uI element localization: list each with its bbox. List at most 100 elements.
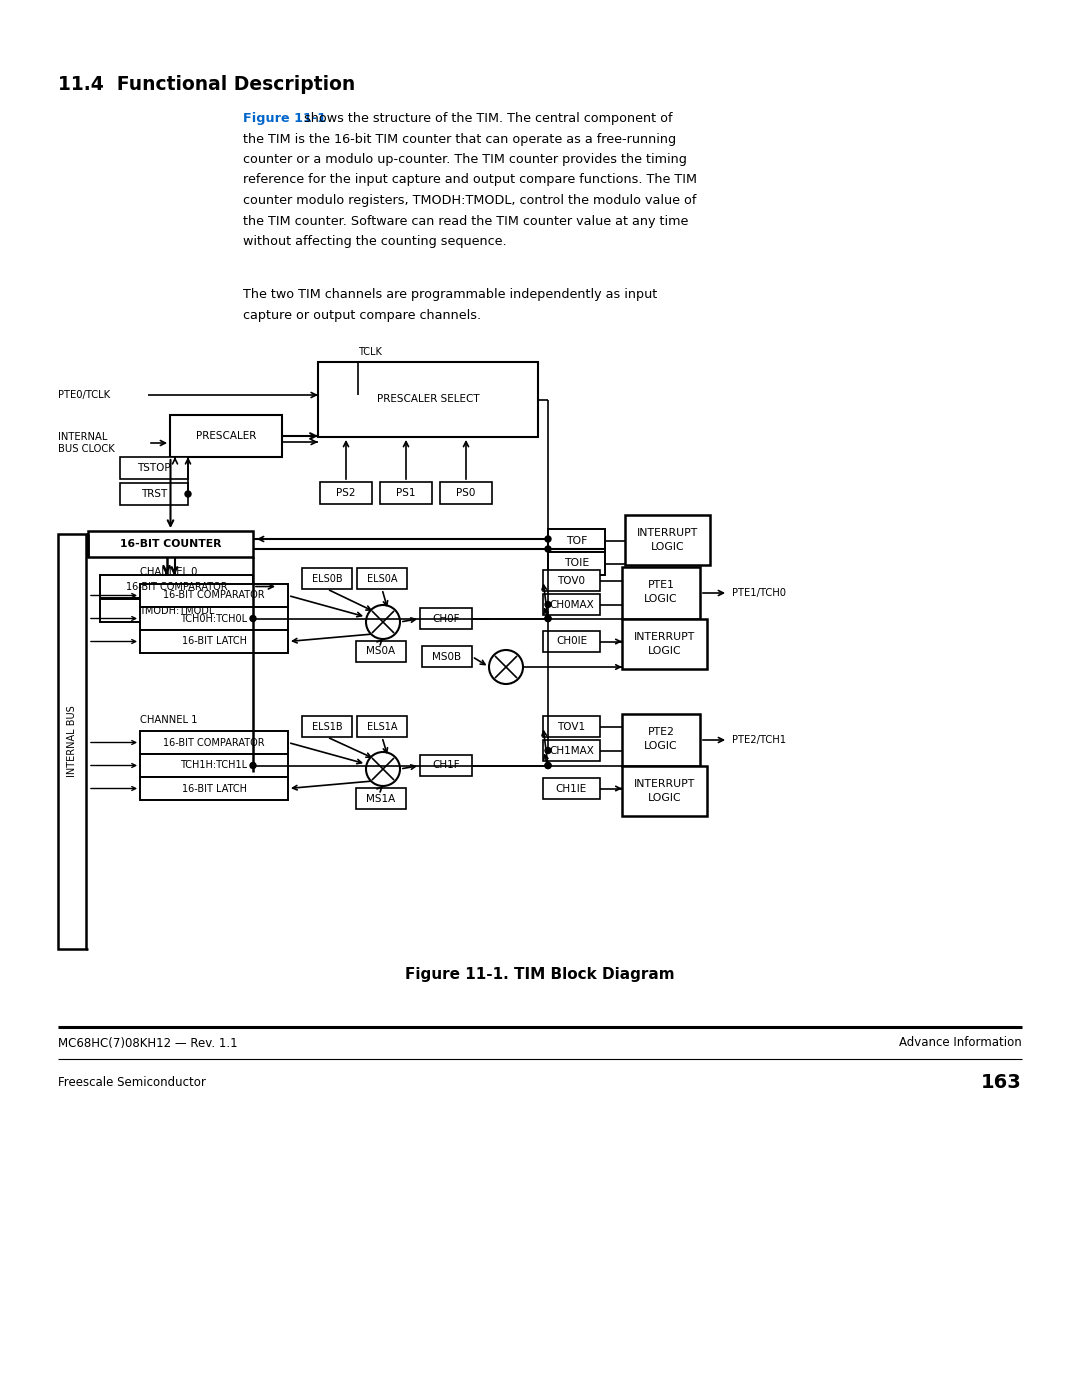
Text: CH1MAX: CH1MAX — [549, 746, 594, 756]
Text: Advance Information: Advance Information — [900, 1037, 1022, 1049]
Text: capture or output compare channels.: capture or output compare channels. — [243, 309, 481, 321]
Text: MC68HC(7)08KH12 — Rev. 1.1: MC68HC(7)08KH12 — Rev. 1.1 — [58, 1037, 238, 1049]
Bar — [543, 594, 600, 615]
Text: PTE1: PTE1 — [648, 580, 674, 590]
Bar — [356, 641, 406, 662]
Text: LOGIC: LOGIC — [648, 645, 681, 657]
Text: BUS CLOCK: BUS CLOCK — [58, 444, 114, 454]
Bar — [622, 619, 707, 669]
Text: PRESCALER: PRESCALER — [195, 432, 256, 441]
Text: CH1F: CH1F — [432, 760, 460, 771]
Text: INTERRUPT: INTERRUPT — [634, 780, 696, 789]
Bar — [548, 529, 605, 552]
Circle shape — [545, 747, 551, 753]
Text: CH0MAX: CH0MAX — [549, 599, 594, 609]
Text: PTE2/TCH1: PTE2/TCH1 — [732, 735, 786, 745]
Text: counter or a modulo up-counter. The TIM counter provides the timing: counter or a modulo up-counter. The TIM … — [243, 154, 687, 166]
Text: LOGIC: LOGIC — [644, 740, 678, 752]
Text: PTE2: PTE2 — [648, 726, 674, 738]
Text: PS2: PS2 — [336, 488, 355, 497]
Bar — [140, 584, 288, 608]
Text: LOGIC: LOGIC — [650, 542, 685, 552]
Bar — [548, 552, 605, 576]
Text: INTERNAL BUS: INTERNAL BUS — [67, 705, 77, 777]
Circle shape — [545, 546, 551, 552]
Text: counter modulo registers, TMODH:TMODL, control the modulo value of: counter modulo registers, TMODH:TMODL, c… — [243, 194, 697, 207]
Text: 11.4  Functional Description: 11.4 Functional Description — [58, 75, 355, 94]
Text: the TIM is the 16-bit TIM counter that can operate as a free-running: the TIM is the 16-bit TIM counter that c… — [243, 133, 676, 145]
Text: PTE1/TCH0: PTE1/TCH0 — [732, 588, 786, 598]
Text: CH1IE: CH1IE — [556, 784, 588, 793]
Text: TOV1: TOV1 — [557, 721, 585, 732]
Bar — [625, 515, 710, 564]
Text: 16-BIT COMPARATOR: 16-BIT COMPARATOR — [125, 581, 227, 591]
Bar — [543, 570, 600, 591]
Text: TMODH:TMODL: TMODH:TMODL — [139, 605, 214, 616]
Bar — [543, 740, 600, 761]
Text: ELS0A: ELS0A — [367, 574, 397, 584]
Bar — [140, 608, 288, 630]
Bar — [357, 717, 407, 738]
Bar — [140, 754, 288, 777]
Bar — [543, 631, 600, 652]
Bar — [302, 717, 352, 738]
Bar — [420, 754, 472, 775]
Bar — [100, 599, 253, 622]
Text: LOGIC: LOGIC — [644, 594, 678, 604]
Text: shows the structure of the TIM. The central component of: shows the structure of the TIM. The cent… — [300, 112, 673, 124]
Text: 16-BIT COUNTER: 16-BIT COUNTER — [120, 539, 221, 549]
Text: ELS0B: ELS0B — [312, 574, 342, 584]
Text: TOV0: TOV0 — [557, 576, 585, 585]
Bar — [302, 569, 352, 590]
Bar — [356, 788, 406, 809]
Text: CHANNEL 1: CHANNEL 1 — [140, 715, 198, 725]
Bar — [318, 362, 538, 437]
Text: PS1: PS1 — [396, 488, 416, 497]
Circle shape — [545, 763, 551, 768]
Bar — [140, 731, 288, 754]
Circle shape — [545, 763, 551, 768]
Text: MS0A: MS0A — [366, 647, 395, 657]
Text: 16-BIT LATCH: 16-BIT LATCH — [181, 784, 246, 793]
Text: MS0B: MS0B — [432, 651, 461, 662]
Text: ELS1B: ELS1B — [312, 721, 342, 732]
Text: TOIE: TOIE — [564, 559, 589, 569]
Text: TRST: TRST — [140, 489, 167, 499]
Circle shape — [545, 616, 551, 622]
Bar — [622, 766, 707, 816]
Bar — [140, 630, 288, 652]
Text: INTERNAL: INTERNAL — [58, 432, 107, 441]
Bar — [120, 457, 188, 479]
Bar — [170, 415, 282, 457]
Text: 163: 163 — [982, 1073, 1022, 1091]
Circle shape — [249, 616, 256, 622]
Text: INTERRUPT: INTERRUPT — [637, 528, 698, 538]
Bar — [87, 531, 253, 557]
Text: LOGIC: LOGIC — [648, 793, 681, 803]
Text: Freescale Semiconductor: Freescale Semiconductor — [58, 1076, 206, 1088]
Text: reference for the input capture and output compare functions. The TIM: reference for the input capture and outp… — [243, 173, 697, 187]
Circle shape — [185, 490, 191, 497]
Text: Figure 11-1. TIM Block Diagram: Figure 11-1. TIM Block Diagram — [405, 968, 675, 982]
Bar — [120, 483, 188, 504]
Text: CHANNEL 0: CHANNEL 0 — [140, 567, 198, 577]
Bar — [622, 567, 700, 619]
Text: MS1A: MS1A — [366, 793, 395, 803]
Bar — [357, 569, 407, 590]
Bar — [422, 645, 472, 666]
Text: Figure 11-1: Figure 11-1 — [243, 112, 326, 124]
Text: TCH0H:TCH0L: TCH0H:TCH0L — [180, 613, 247, 623]
Text: CH0IE: CH0IE — [556, 637, 588, 647]
Bar — [543, 717, 600, 738]
Text: without affecting the counting sequence.: without affecting the counting sequence. — [243, 235, 507, 249]
Text: TOF: TOF — [566, 535, 588, 545]
Text: PS0: PS0 — [457, 488, 475, 497]
Bar — [543, 778, 600, 799]
Text: the TIM counter. Software can read the TIM counter value at any time: the TIM counter. Software can read the T… — [243, 215, 688, 228]
Text: TSTOP: TSTOP — [137, 462, 171, 474]
Bar — [58, 534, 86, 949]
Text: PTE0/TCLK: PTE0/TCLK — [58, 390, 110, 400]
Bar — [622, 714, 700, 766]
Circle shape — [545, 602, 551, 608]
Bar — [100, 576, 253, 598]
